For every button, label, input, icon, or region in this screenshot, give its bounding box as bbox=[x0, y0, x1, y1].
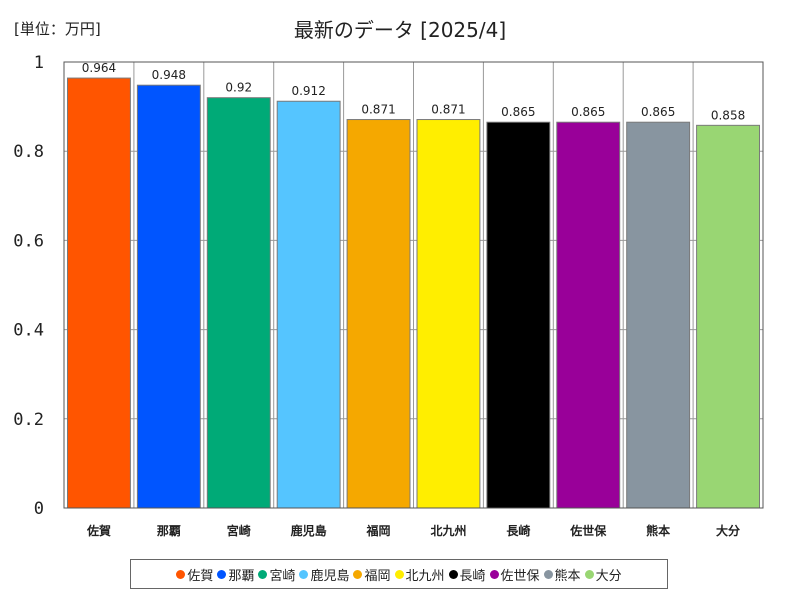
legend-dot-icon bbox=[489, 569, 499, 579]
legend-dot-icon bbox=[584, 569, 594, 579]
x-tick-label: 北九州 bbox=[430, 523, 466, 538]
bar bbox=[626, 121, 691, 509]
legend-item: 佐世保 bbox=[489, 565, 540, 584]
bar bbox=[556, 121, 621, 509]
x-tick-label: 大分 bbox=[716, 523, 740, 538]
y-tick-label: 0.6 bbox=[13, 231, 44, 251]
y-tick-label: 0.8 bbox=[13, 142, 44, 162]
unit-label: [単位：万円] bbox=[14, 20, 101, 38]
x-tick-label: 長崎 bbox=[506, 523, 530, 538]
legend-label: 那覇 bbox=[228, 568, 255, 584]
plot-border bbox=[63, 61, 764, 509]
data-label: 0.865 bbox=[641, 105, 675, 119]
x-tick-label: 宮崎 bbox=[227, 523, 251, 538]
bar bbox=[696, 124, 761, 509]
legend-item: 鹿児島 bbox=[299, 565, 349, 584]
bar-chart: 0.964 佐賀 0.948 那覇 0.92 宮崎 0.912 鹿児島 0.871 福岡 0.871… bbox=[13, 53, 764, 538]
legend-item: 熊本 bbox=[543, 565, 581, 584]
legend-label: 佐賀 bbox=[187, 568, 214, 584]
x-tick-label: 鹿児島 bbox=[291, 523, 327, 538]
legend-item: 北九州 bbox=[394, 565, 445, 584]
legend-dot-icon bbox=[299, 569, 309, 579]
data-label: 0.948 bbox=[152, 68, 186, 82]
legend-dot-icon bbox=[258, 569, 268, 579]
y-tick-label: 0.4 bbox=[13, 321, 44, 341]
data-label: 0.92 bbox=[225, 81, 252, 95]
legend-item: 佐賀 bbox=[176, 565, 213, 584]
chart-title: 最新のデータ [2025/4] bbox=[293, 18, 507, 42]
legend-item: 宮崎 bbox=[258, 565, 295, 584]
data-label: 0.865 bbox=[571, 105, 605, 119]
y-tick-label: 0.2 bbox=[13, 410, 44, 430]
legend-label: 北九州 bbox=[405, 568, 445, 584]
legend-label: 鹿児島 bbox=[310, 568, 350, 584]
x-tick-label: 那覇 bbox=[157, 524, 181, 538]
x-tick-label: 佐世保 bbox=[569, 523, 607, 538]
legend-dot-icon bbox=[217, 569, 227, 579]
legend-label: 宮崎 bbox=[269, 568, 296, 584]
legend-dot-icon bbox=[353, 569, 363, 579]
legend-label: 長崎 bbox=[459, 568, 486, 584]
bar bbox=[206, 97, 271, 509]
legend-item: 福岡 bbox=[353, 565, 391, 584]
legend-dot-icon bbox=[448, 569, 458, 579]
legend-label: 熊本 bbox=[554, 568, 581, 584]
bar bbox=[346, 119, 411, 509]
legend-dot-icon bbox=[176, 569, 186, 579]
legend-label: 佐世保 bbox=[500, 568, 540, 584]
y-tick-label: 0 bbox=[34, 499, 44, 519]
bar bbox=[136, 84, 201, 509]
legend-dot-icon bbox=[394, 569, 404, 579]
legend-label: 福岡 bbox=[364, 568, 391, 584]
legend-label: 大分 bbox=[595, 568, 622, 584]
data-label: 0.865 bbox=[501, 105, 535, 119]
chart-legend: 佐賀 那覇 宮崎 鹿児島 福岡 北九州 長崎 佐世保 熊本 大分 bbox=[130, 559, 668, 589]
data-label: 0.871 bbox=[361, 103, 395, 117]
bar bbox=[486, 121, 551, 509]
bar bbox=[416, 119, 481, 509]
x-tick-label: 佐賀 bbox=[86, 523, 111, 538]
legend-dot-icon bbox=[543, 569, 553, 579]
data-label: 0.964 bbox=[82, 61, 116, 75]
legend-item: 大分 bbox=[584, 565, 622, 584]
data-label: 0.871 bbox=[431, 103, 465, 117]
legend-item: 長崎 bbox=[448, 565, 486, 584]
legend-item: 那覇 bbox=[217, 565, 254, 584]
x-tick-label: 熊本 bbox=[646, 523, 670, 538]
bar bbox=[66, 77, 131, 509]
y-tick-label: 1 bbox=[34, 53, 44, 73]
data-label: 0.858 bbox=[711, 108, 745, 122]
bar bbox=[276, 100, 341, 509]
data-label: 0.912 bbox=[291, 84, 325, 98]
x-tick-label: 福岡 bbox=[366, 523, 391, 538]
